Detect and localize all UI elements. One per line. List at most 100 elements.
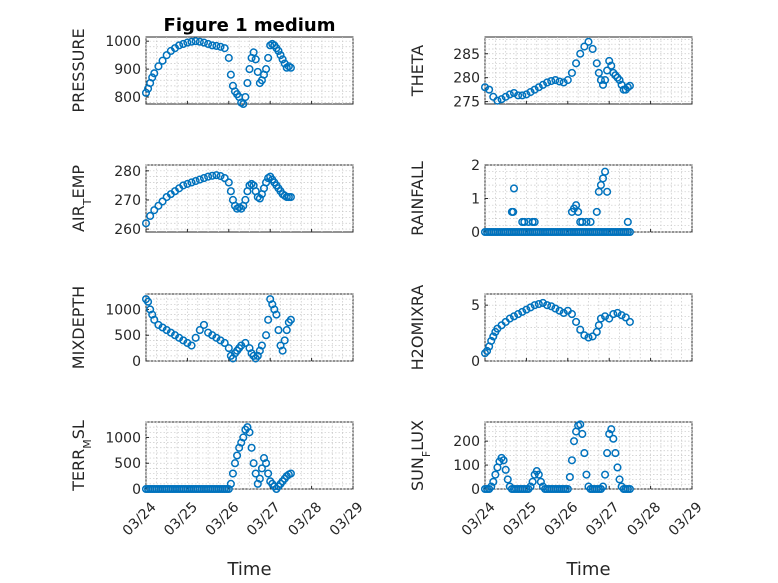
data-point bbox=[526, 87, 535, 97]
y-axis-label-sub: M bbox=[81, 439, 94, 449]
y-tick-label: 280 bbox=[453, 71, 480, 87]
x-tick-label: 03/25 bbox=[500, 499, 540, 539]
data-point bbox=[563, 76, 572, 85]
data-point bbox=[191, 176, 200, 186]
data-point bbox=[509, 88, 519, 98]
data-point bbox=[615, 475, 624, 484]
data-point bbox=[228, 469, 237, 478]
data-point bbox=[195, 175, 204, 184]
data-point bbox=[220, 174, 229, 183]
data-point bbox=[204, 172, 213, 181]
data-point bbox=[605, 56, 614, 65]
data-point bbox=[148, 73, 157, 82]
y-axis-label-main: SUN bbox=[408, 457, 427, 491]
data-point bbox=[576, 49, 585, 58]
data-point bbox=[582, 470, 591, 479]
data-point bbox=[150, 69, 159, 78]
data-point bbox=[249, 459, 258, 468]
data-point bbox=[257, 341, 266, 350]
data-point bbox=[249, 48, 258, 57]
chart-title: Figure 1 medium bbox=[164, 15, 336, 36]
data-point bbox=[245, 65, 254, 74]
y-tick-label: 0 bbox=[471, 354, 480, 370]
data-point bbox=[204, 39, 213, 49]
x-tick-label: 03/26 bbox=[542, 499, 582, 539]
data-point bbox=[251, 469, 260, 478]
data-series bbox=[141, 37, 295, 109]
chart-panel: 275 280 285 THETA bbox=[408, 36, 693, 111]
chart-panel: 0 500 1000 03/24 03/25 03/26 03/27 03/28 03/29 TE… bbox=[69, 420, 367, 580]
y-axis-label-main: TERR bbox=[69, 449, 88, 492]
data-point bbox=[603, 187, 612, 196]
y-axis-label-main: AIR bbox=[69, 205, 88, 232]
data-point bbox=[588, 44, 597, 54]
data-point bbox=[226, 70, 235, 79]
data-point bbox=[596, 314, 605, 323]
data-point bbox=[530, 85, 539, 94]
data-point bbox=[220, 338, 229, 348]
data-point bbox=[505, 314, 514, 323]
data-point bbox=[141, 219, 151, 228]
data-point bbox=[582, 217, 591, 226]
chart-panel: 0 500 1000 MIXDEPTH bbox=[69, 286, 354, 370]
data-point bbox=[625, 484, 634, 494]
y-tick-label: 900 bbox=[114, 62, 141, 78]
data-point bbox=[503, 475, 512, 484]
chart-panel: 0 1 2 RAINFALL bbox=[408, 158, 693, 241]
data-point bbox=[208, 41, 217, 50]
data-point bbox=[274, 326, 283, 335]
data-point bbox=[611, 449, 620, 458]
data-point bbox=[272, 310, 281, 319]
grid-lines bbox=[484, 421, 693, 490]
x-tick-label: 03/28 bbox=[624, 499, 664, 539]
data-point bbox=[530, 217, 539, 226]
data-point bbox=[493, 96, 502, 105]
data-point bbox=[257, 464, 266, 473]
y-axis-label: PRESSURE bbox=[69, 28, 88, 112]
y-axis-label-main: RAINFALL bbox=[408, 161, 427, 236]
data-point bbox=[208, 171, 217, 180]
data-point bbox=[625, 227, 634, 237]
chart-panel: 0 5 H2OMIXRA bbox=[408, 285, 693, 370]
data-point bbox=[262, 459, 271, 468]
data-point bbox=[526, 303, 535, 312]
data-point bbox=[150, 206, 159, 215]
data-point bbox=[255, 474, 264, 483]
data-point bbox=[239, 433, 248, 442]
y-axis-label: MIXDEPTH bbox=[69, 286, 88, 369]
x-tick-label: 03/24 bbox=[120, 499, 160, 539]
data-point bbox=[601, 167, 610, 176]
data-point bbox=[547, 302, 556, 311]
data-point bbox=[158, 197, 167, 206]
data-point bbox=[187, 178, 196, 187]
chart-panel: 260 270 280 AIRTEMP bbox=[69, 164, 354, 238]
y-tick-label: 0 bbox=[471, 482, 480, 498]
data-point bbox=[224, 178, 233, 187]
data-point bbox=[247, 443, 256, 452]
y-tick-label: 260 bbox=[114, 222, 141, 238]
data-point bbox=[522, 305, 531, 314]
x-tick-label: 03/27 bbox=[583, 499, 623, 539]
y-axis-label-sub: F bbox=[420, 451, 433, 457]
data-point bbox=[576, 325, 585, 334]
data-point bbox=[572, 317, 581, 326]
data-point bbox=[286, 315, 295, 324]
data-point bbox=[609, 434, 618, 443]
data-point bbox=[559, 78, 568, 87]
data-point bbox=[555, 306, 564, 315]
x-tick-label: 03/29 bbox=[666, 499, 706, 539]
y-axis-label-main: THETA bbox=[408, 45, 427, 97]
data-point bbox=[282, 326, 291, 335]
data-point bbox=[278, 55, 287, 64]
data-point bbox=[578, 429, 587, 439]
data-point bbox=[154, 201, 163, 210]
data-point bbox=[580, 331, 589, 340]
data-point bbox=[538, 80, 548, 89]
data-point bbox=[598, 482, 608, 491]
data-series bbox=[480, 420, 634, 494]
data-point bbox=[580, 42, 589, 51]
data-point bbox=[567, 456, 576, 465]
data-point bbox=[514, 310, 523, 319]
data-point bbox=[601, 312, 610, 321]
data-point bbox=[220, 44, 229, 53]
